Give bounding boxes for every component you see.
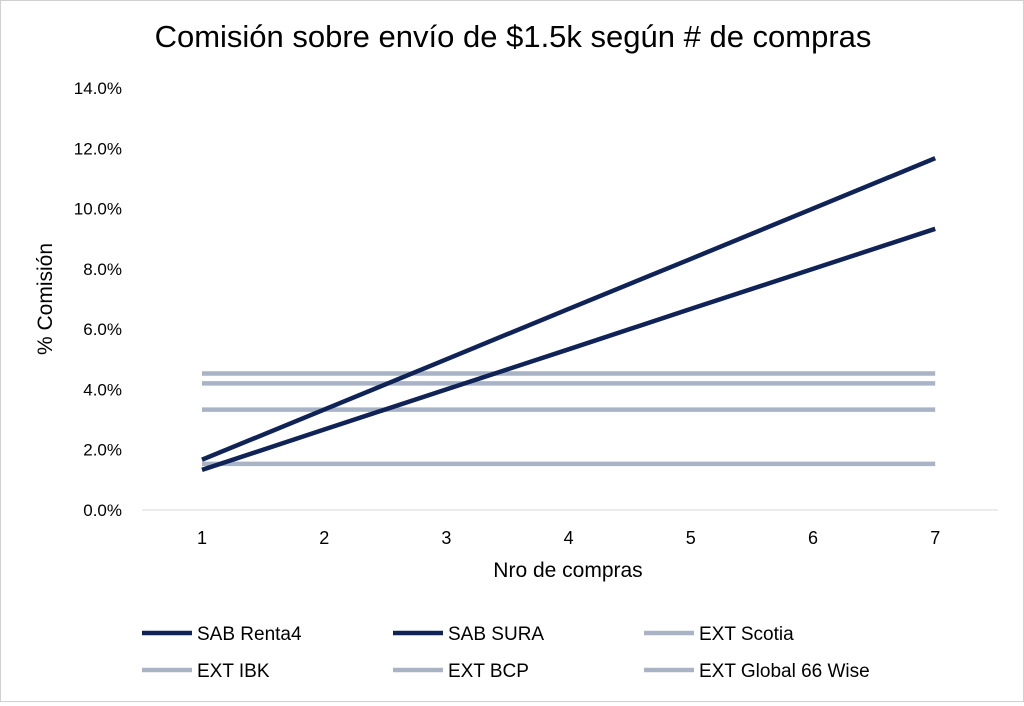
x-tick-label: 2: [319, 528, 329, 548]
y-tick-label: 4.0%: [83, 380, 122, 399]
legend-label-ext-ibk: EXT IBK: [197, 661, 270, 682]
series-line-sab-renta4: [201, 156, 937, 462]
legend-label-sab-renta4: SAB Renta4: [197, 624, 302, 645]
chart-title: Comisión sobre envío de $1.5k según # de…: [155, 19, 872, 54]
series-lines: [201, 156, 937, 473]
y-tick-labels: 0.0% 2.0% 4.0% 6.0% 8.0% 10.0% 12.0% 14.0%: [74, 79, 122, 520]
y-tick-label: 14.0%: [74, 79, 122, 98]
x-tick-label: 3: [441, 528, 451, 548]
x-tick-labels: 1 2 3 4 5 6 7: [197, 528, 940, 548]
x-tick-label: 5: [686, 528, 696, 548]
legend-label-ext-bcp: EXT BCP: [448, 661, 529, 682]
legend: SAB Renta4 SAB SURA EXT Scotia EXT IBK EXT B…: [142, 624, 870, 682]
y-tick-label: 8.0%: [83, 260, 122, 279]
legend-label-ext-global-66-wise: EXT Global 66 Wise: [699, 661, 870, 682]
legend-label-sab-sura: SAB SURA: [448, 624, 544, 645]
y-tick-label: 12.0%: [74, 139, 122, 158]
y-tick-label: 6.0%: [83, 320, 122, 339]
x-tick-label: 4: [564, 528, 574, 548]
legend-label-ext-scotia: EXT Scotia: [699, 624, 794, 645]
y-axis-title: % Comisión: [34, 243, 57, 355]
y-tick-label: 0.0%: [83, 501, 122, 520]
series-line-sab-sura: [201, 226, 936, 473]
x-tick-label: 7: [930, 528, 940, 548]
x-tick-label: 6: [808, 528, 818, 548]
y-tick-label: 2.0%: [83, 441, 122, 460]
x-axis-title: Nro de compras: [493, 559, 642, 582]
x-tick-label: 1: [197, 528, 207, 548]
y-tick-label: 10.0%: [74, 200, 122, 219]
